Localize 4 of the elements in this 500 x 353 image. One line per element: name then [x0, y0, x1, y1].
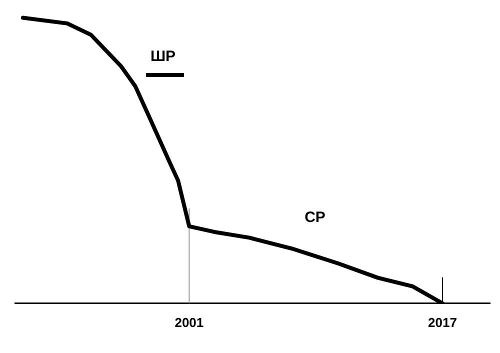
x-tick-label: 2001: [174, 314, 204, 330]
x-tick-label: 2017: [428, 314, 457, 330]
annotation: СР: [304, 209, 326, 226]
annotation: ШР: [150, 48, 176, 66]
